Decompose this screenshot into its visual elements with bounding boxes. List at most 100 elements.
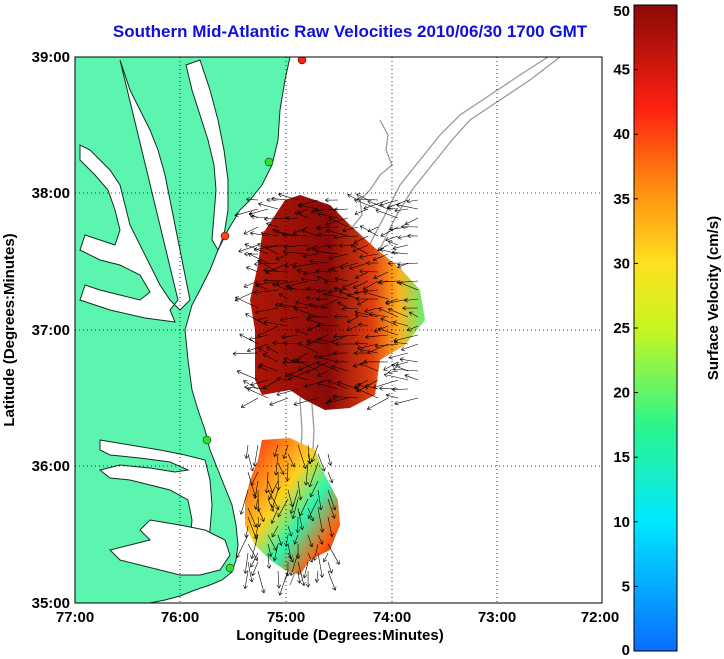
velocity-arrow (387, 240, 399, 246)
velocity-arrow (335, 341, 359, 347)
velocity-arrow (356, 193, 369, 201)
velocity-arrow (266, 197, 279, 203)
velocity-arrow (356, 379, 379, 393)
velocity-arrow (243, 380, 259, 390)
velocity-arrow (325, 397, 349, 405)
velocity-arrow (327, 543, 340, 565)
x-tick-label: 77:00 (56, 609, 94, 626)
velocity-arrow (350, 244, 369, 255)
velocity-arrow (379, 386, 399, 391)
velocity-arrow (317, 370, 329, 377)
x-tick-label: 75:00 (267, 609, 305, 626)
velocity-arrow (373, 271, 389, 280)
velocity-arrow (359, 269, 379, 274)
velocity-arrow (260, 231, 279, 237)
velocity-arrow (317, 453, 326, 472)
velocity-arrow (377, 244, 389, 252)
velocity-arrow (276, 570, 282, 589)
velocity-arrow (257, 325, 279, 337)
velocity-arrow (327, 453, 333, 466)
velocity-arrow (396, 203, 419, 210)
velocity-arrow (387, 206, 399, 211)
velocity-arrow (267, 543, 273, 557)
velocity-arrow (297, 208, 309, 215)
velocity-arrow (244, 243, 269, 255)
velocity-arrow (366, 397, 389, 410)
velocity-arrow (379, 199, 399, 207)
velocity-arrow (271, 196, 289, 202)
velocity-arrow (389, 226, 409, 232)
velocity-arrow (392, 367, 419, 372)
velocity-arrow (253, 498, 259, 510)
x-tick-label: 74:00 (373, 609, 411, 626)
velocity-arrow (243, 552, 249, 574)
velocity-arrow (294, 211, 309, 219)
velocity-arrow (324, 279, 339, 285)
velocity-arrow (266, 346, 279, 354)
velocity-arrow (383, 372, 409, 381)
velocity-arrow (253, 525, 259, 538)
velocity-arrow (317, 337, 339, 345)
velocity-arrow (276, 280, 299, 287)
colorbar-tick-label: 45 (613, 62, 630, 79)
velocity-arrow (354, 341, 369, 346)
velocity-arrow (257, 259, 279, 273)
velocity-arrow (308, 302, 329, 309)
velocity-arrow (271, 525, 279, 538)
velocity-arrow (253, 289, 279, 295)
velocity-arrow (283, 357, 299, 363)
velocity-arrow (254, 307, 279, 315)
velocity-arrow (246, 343, 269, 353)
velocity-arrow (354, 208, 369, 216)
velocity-arrow (391, 250, 409, 255)
velocity-arrow (317, 212, 339, 219)
velocity-arrow (304, 379, 329, 389)
velocity-arrow (306, 317, 329, 327)
velocity-arrow (272, 340, 289, 346)
x-tick-label: 73:00 (478, 609, 516, 626)
velocity-arrow (307, 453, 312, 465)
velocity-arrow (326, 228, 349, 237)
velocity-arrow (251, 561, 259, 577)
velocity-arrow (392, 320, 409, 327)
velocity-arrow (337, 301, 349, 309)
velocity-arrow (238, 244, 259, 253)
velocity-arrow (252, 444, 259, 467)
velocity-arrow (244, 444, 249, 459)
velocity-arrow (333, 286, 349, 291)
velocity-arrow (397, 261, 419, 267)
colorbar-tick-label: 50 (613, 3, 630, 20)
velocity-arrow (288, 373, 309, 381)
velocity-arrow (398, 281, 419, 291)
velocity-arrow (403, 297, 419, 303)
velocity-arrow (387, 307, 409, 318)
velocity-arrow (244, 251, 259, 257)
velocity-arrow (315, 249, 339, 255)
velocity-arrow (316, 288, 329, 294)
velocity-arrow (359, 253, 379, 259)
velocity-arrow (353, 280, 369, 289)
velocity-arrow (295, 516, 301, 534)
velocity-arrow (399, 357, 419, 363)
y-tick-label: 35:00 (32, 595, 70, 612)
velocity-arrow (297, 480, 303, 501)
velocity-arrow (342, 226, 359, 233)
velocity-arrow (253, 480, 259, 499)
velocity-arrow (257, 570, 266, 594)
velocity-arrow (250, 534, 259, 560)
velocity-arrow (331, 364, 349, 372)
velocity-arrow (305, 570, 311, 588)
velocity-arrow (322, 552, 329, 563)
velocity-arrow (357, 383, 369, 390)
velocity-arrow (387, 260, 399, 266)
velocity-arrow (271, 489, 279, 509)
velocity-arrow (277, 534, 283, 546)
velocity-arrow (278, 192, 299, 201)
velocity-arrow (352, 244, 369, 253)
velocity-arrow (354, 386, 379, 399)
velocity-arrow (317, 534, 324, 545)
velocity-arrow (311, 208, 329, 214)
velocity-arrow (296, 359, 319, 372)
colorbar-tick-label: 20 (613, 385, 630, 402)
